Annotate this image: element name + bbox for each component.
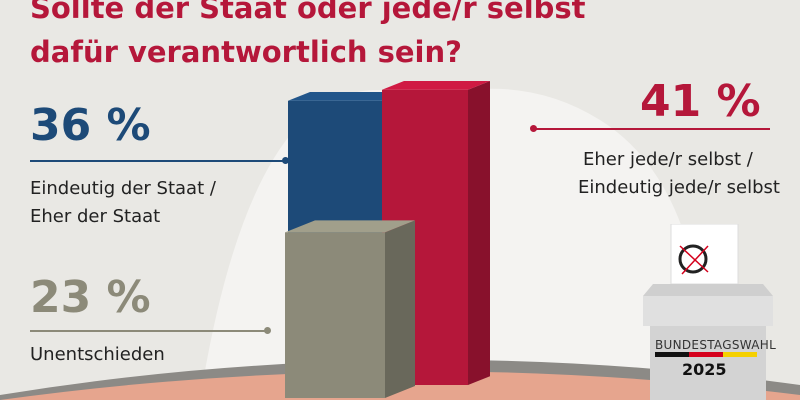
ballot-box-icon	[643, 224, 773, 400]
staat-label-1: Eindeutig der Staat /	[30, 178, 216, 199]
bar-top	[285, 220, 415, 233]
ballot-year: 2025	[682, 360, 727, 379]
staat-label-2: Eher der Staat	[30, 206, 161, 227]
bar-top	[288, 92, 405, 101]
bar-front	[285, 232, 385, 398]
bar-side	[385, 220, 415, 398]
staat-percent: 36 %	[30, 100, 151, 151]
selbst-percent: 41 %	[640, 76, 761, 127]
ballot-label: BUNDESTAGSWAHL	[655, 338, 777, 352]
unent-leader-line	[30, 330, 267, 332]
staat-leader-line	[30, 160, 285, 162]
staat-dot	[282, 157, 289, 164]
selbst-leader-line	[533, 128, 770, 130]
selbst-dot	[530, 125, 537, 132]
bar-2	[285, 220, 415, 398]
selbst-label-1: Eher jede/r selbst /	[583, 149, 753, 170]
unent-percent: 23 %	[30, 272, 151, 323]
bar-side	[468, 81, 490, 385]
unent-label: Unentschieden	[30, 344, 165, 365]
page-title: Sollte der Staat oder jede/r selbst dafü…	[30, 0, 586, 69]
bar-top	[382, 81, 490, 90]
unent-dot	[264, 327, 271, 334]
selbst-label-2: Eindeutig jede/r selbst	[578, 177, 780, 198]
